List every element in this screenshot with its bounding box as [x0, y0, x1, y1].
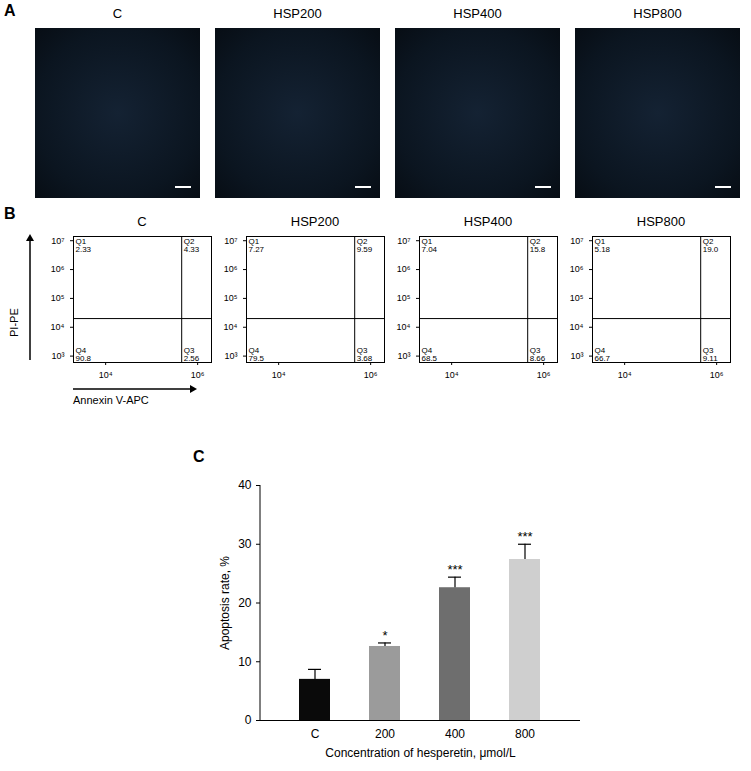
svg-text:10⁷: 10⁷	[570, 236, 583, 246]
svg-text:10⁶: 10⁶	[710, 370, 724, 380]
html-text:HSP200: HSP200	[290, 214, 340, 229]
svg-text:Q215.8: Q215.8	[530, 237, 546, 254]
html-text:Annexin V-APC: Annexin V-APC	[73, 394, 149, 406]
svg-text:Concentration of hesperetin, μ: Concentration of hesperetin, μmol/L	[325, 746, 516, 760]
svg-text:10⁶: 10⁶	[397, 264, 411, 274]
svg-text:Q32.56: Q32.56	[184, 346, 200, 363]
svg-text:*: *	[382, 628, 387, 643]
svg-text:Q12.33: Q12.33	[76, 237, 92, 254]
svg-text:10⁶: 10⁶	[537, 370, 551, 380]
svg-text:10³: 10³	[397, 351, 410, 361]
html-text:HSP800: HSP800	[633, 6, 682, 21]
svg-text:10⁷: 10⁷	[51, 236, 64, 246]
svg-text:10⁶: 10⁶	[570, 264, 584, 274]
html-text:C: C	[112, 6, 123, 21]
svg-text:400: 400	[445, 727, 465, 741]
svg-text:Q468.5: Q468.5	[422, 346, 438, 363]
svg-text:Q17.04: Q17.04	[422, 237, 438, 254]
svg-text:10⁶: 10⁶	[191, 370, 205, 380]
svg-text:20: 20	[238, 596, 252, 610]
svg-text:Q24.33: Q24.33	[184, 237, 200, 254]
svg-text:10⁷: 10⁷	[224, 236, 237, 246]
svg-text:Q466.7: Q466.7	[595, 346, 611, 363]
svg-text:10³: 10³	[224, 351, 237, 361]
svg-text:10⁴: 10⁴	[618, 370, 632, 380]
svg-text:***: ***	[447, 562, 462, 577]
svg-text:10⁴: 10⁴	[224, 322, 238, 332]
svg-text:0: 0	[245, 713, 252, 727]
svg-text:Q29.59: Q29.59	[357, 237, 373, 254]
svg-text:Q490.8: Q490.8	[76, 346, 92, 363]
svg-text:Q15.18: Q15.18	[595, 237, 611, 254]
svg-text:Q38.66: Q38.66	[530, 346, 546, 363]
svg-text:10: 10	[238, 655, 252, 669]
svg-text:10⁴: 10⁴	[272, 370, 286, 380]
html-text:C: C	[137, 214, 147, 229]
svg-text:Apoptosis rate, %: Apoptosis rate, %	[218, 556, 232, 650]
svg-text:Q17.27: Q17.27	[249, 237, 265, 254]
svg-text:10⁶: 10⁶	[364, 370, 378, 380]
svg-text:Q39.11: Q39.11	[703, 346, 719, 363]
html-text:C: C	[193, 448, 205, 465]
svg-text:10⁵: 10⁵	[570, 293, 584, 303]
svg-text:10³: 10³	[570, 351, 583, 361]
svg-text:10³: 10³	[51, 351, 64, 361]
svg-text:Q33.68: Q33.68	[357, 346, 373, 363]
svg-text:800: 800	[515, 727, 535, 741]
svg-text:10⁷: 10⁷	[397, 236, 410, 246]
svg-text:30: 30	[238, 537, 252, 551]
html-text:PI-PE: PI-PE	[8, 308, 20, 337]
svg-text:10⁴: 10⁴	[51, 322, 65, 332]
html-text:A: A	[4, 2, 16, 19]
svg-text:10⁵: 10⁵	[397, 293, 411, 303]
svg-text:10⁴: 10⁴	[445, 370, 459, 380]
svg-text:40: 40	[238, 478, 252, 492]
svg-text:Q219.0: Q219.0	[703, 237, 719, 254]
html-text:HSP200: HSP200	[273, 6, 322, 21]
html-text:B: B	[4, 205, 16, 222]
html-text:HSP800: HSP800	[636, 214, 686, 229]
svg-text:Q479.5: Q479.5	[249, 346, 265, 363]
svg-text:10⁶: 10⁶	[224, 264, 238, 274]
svg-text:***: ***	[517, 529, 532, 544]
svg-text:10⁵: 10⁵	[51, 293, 65, 303]
svg-text:10⁴: 10⁴	[397, 322, 411, 332]
html-text:HSP400: HSP400	[453, 6, 502, 21]
svg-text:C: C	[311, 727, 320, 741]
svg-text:200: 200	[375, 727, 395, 741]
svg-text:10⁴: 10⁴	[570, 322, 584, 332]
svg-text:10⁴: 10⁴	[99, 370, 113, 380]
svg-text:10⁶: 10⁶	[51, 264, 65, 274]
html-text:HSP400: HSP400	[463, 214, 513, 229]
svg-text:10⁵: 10⁵	[224, 293, 238, 303]
